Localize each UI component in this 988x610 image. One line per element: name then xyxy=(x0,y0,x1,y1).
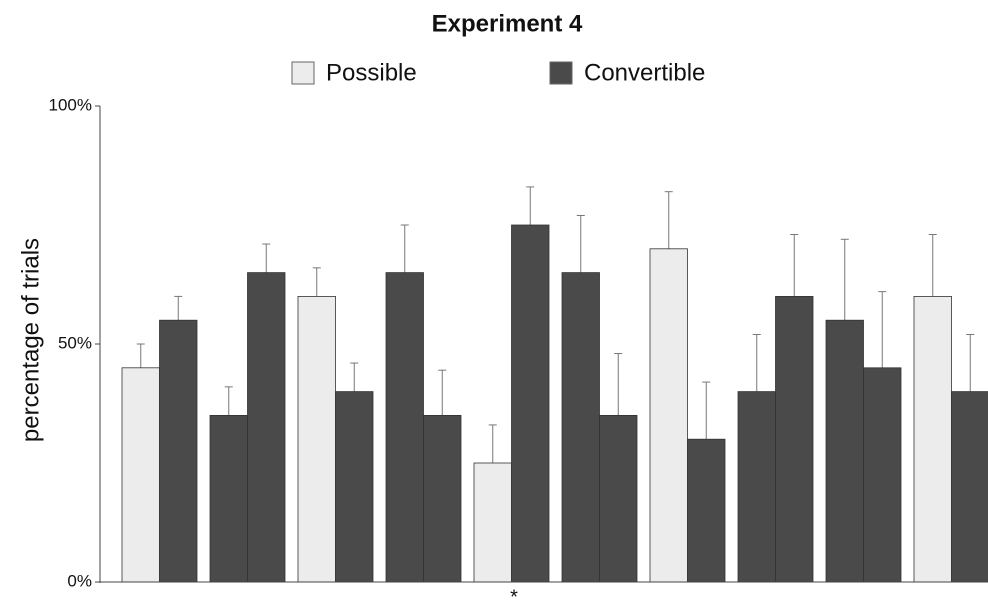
y-tick-label: 0% xyxy=(67,571,92,590)
legend-label: Convertible xyxy=(584,59,705,86)
bar xyxy=(826,320,864,582)
chart-title: Experiment 4 xyxy=(432,10,583,37)
annotation: * xyxy=(510,586,518,605)
bar xyxy=(688,439,726,582)
y-tick-label: 50% xyxy=(58,333,92,352)
bar xyxy=(914,296,952,582)
bar xyxy=(160,320,198,582)
bar xyxy=(600,415,638,582)
bar xyxy=(650,249,688,582)
bar xyxy=(386,273,424,582)
y-axis-label: percentage of trials xyxy=(17,238,44,442)
bar xyxy=(298,296,336,582)
legend-label: Possible xyxy=(326,59,417,86)
bar xyxy=(562,273,600,582)
bar xyxy=(952,392,988,582)
bar xyxy=(248,273,286,582)
bar xyxy=(122,368,160,582)
bar xyxy=(424,415,462,582)
legend-swatch xyxy=(292,62,314,84)
y-tick-label: 100% xyxy=(49,95,92,114)
bar xyxy=(776,296,814,582)
bar xyxy=(864,368,902,582)
bar xyxy=(210,415,248,582)
bar xyxy=(738,392,776,582)
bar xyxy=(336,392,374,582)
chart: Experiment 4 percentage of trials * 0% 50… xyxy=(0,0,988,605)
legend-swatch xyxy=(550,62,572,84)
bar xyxy=(474,463,512,582)
bar xyxy=(512,225,550,582)
